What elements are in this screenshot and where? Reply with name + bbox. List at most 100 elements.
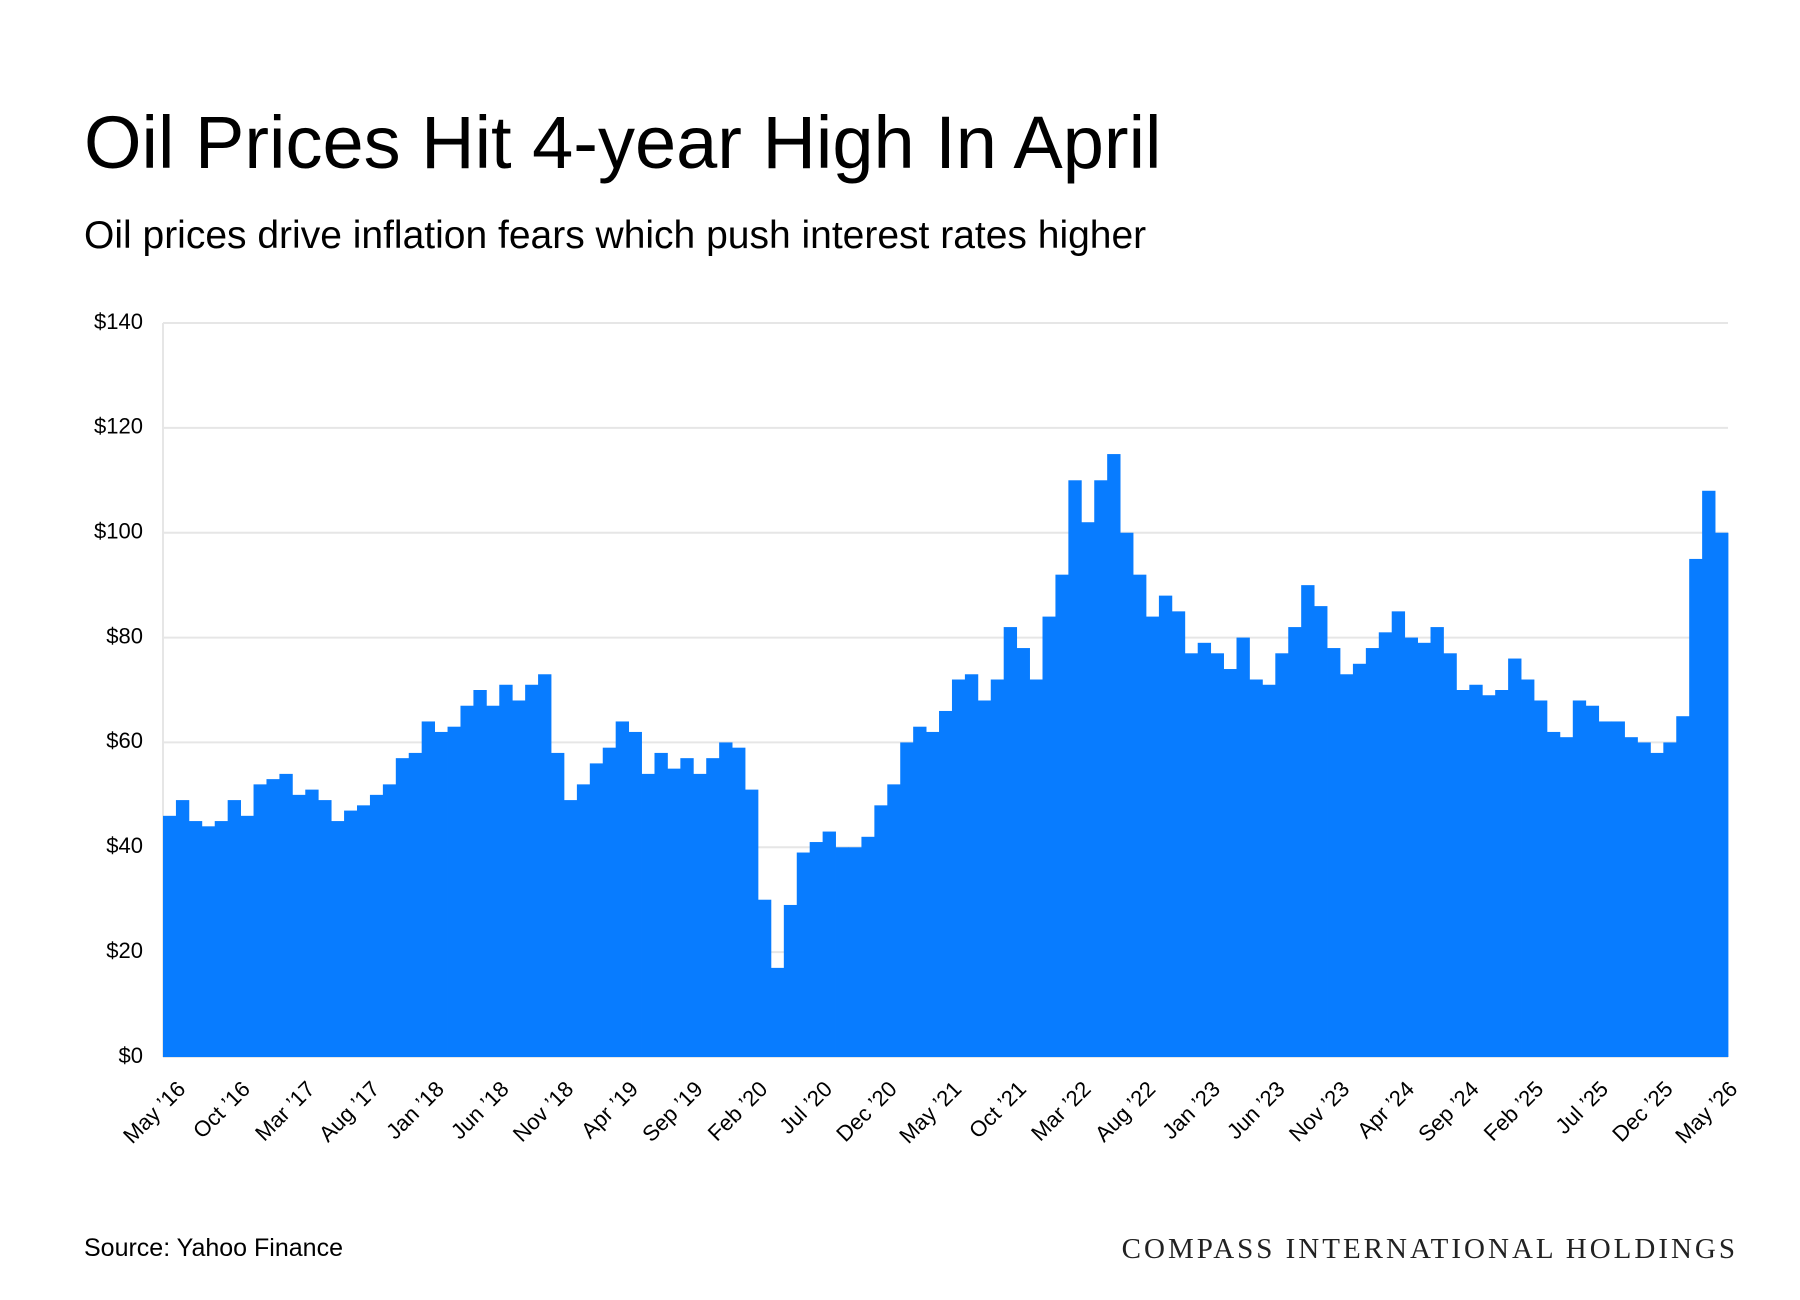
bar	[1275, 653, 1289, 1057]
x-tick-label: Sep ’19	[637, 1076, 707, 1146]
bar	[460, 705, 474, 1057]
bar	[421, 721, 436, 1057]
bar	[913, 726, 927, 1057]
x-tick-label: Aug ’17	[314, 1076, 384, 1146]
chart-subtitle: Oil prices drive inflation fears which p…	[84, 214, 1146, 257]
bar	[1417, 642, 1431, 1057]
bar	[1508, 658, 1522, 1057]
bar	[447, 726, 461, 1057]
bar	[1339, 674, 1354, 1057]
bar	[1663, 742, 1677, 1057]
bar	[1094, 480, 1108, 1057]
bar	[201, 826, 216, 1057]
x-tick-label: Oct ’21	[964, 1076, 1031, 1143]
x-tick-label: Mar ’22	[1026, 1076, 1096, 1146]
x-tick-label: Feb ’20	[703, 1076, 773, 1146]
bar	[163, 815, 177, 1057]
bar	[1404, 637, 1418, 1057]
bar	[693, 773, 707, 1057]
y-tick-label: $60	[106, 728, 143, 753]
bar	[951, 679, 966, 1057]
bar	[926, 731, 940, 1057]
bar	[589, 763, 604, 1057]
bar	[214, 821, 229, 1057]
bar	[939, 710, 953, 1057]
bar	[1469, 684, 1483, 1057]
x-tick-label: Jun ’18	[446, 1076, 514, 1144]
bar	[1533, 700, 1548, 1057]
bar	[240, 815, 254, 1057]
bar	[227, 800, 242, 1057]
bar	[576, 784, 591, 1057]
x-tick-label: Nov ’23	[1284, 1076, 1354, 1146]
bar	[1715, 532, 1729, 1057]
bar	[1572, 700, 1587, 1057]
bar	[1301, 585, 1315, 1057]
bar	[1210, 653, 1224, 1057]
bar	[318, 800, 332, 1057]
bar	[395, 758, 410, 1057]
x-tick-label: Jul ’25	[1550, 1076, 1613, 1139]
bar	[757, 899, 772, 1057]
bar	[861, 836, 875, 1057]
x-tick-label: Jan ’18	[381, 1076, 449, 1144]
bar	[1314, 606, 1328, 1057]
bar	[473, 690, 487, 1057]
bar	[1443, 653, 1457, 1057]
bar	[719, 742, 733, 1057]
bar	[680, 758, 694, 1057]
x-tick-label: Apr ’19	[576, 1076, 643, 1143]
x-tick-label: Dec ’25	[1607, 1076, 1677, 1146]
bar	[408, 752, 423, 1057]
x-tick-label: Jul ’20	[774, 1076, 837, 1139]
bar	[602, 747, 617, 1057]
bar	[964, 674, 979, 1057]
bar	[835, 847, 849, 1057]
bar	[1120, 532, 1134, 1057]
bar	[1029, 679, 1043, 1057]
bar	[1107, 454, 1121, 1058]
bar	[667, 768, 681, 1057]
bar	[1702, 490, 1716, 1057]
bar	[654, 752, 668, 1057]
bar	[434, 731, 448, 1057]
bar	[1585, 705, 1600, 1057]
x-tick-label: May ’26	[1670, 1076, 1742, 1148]
bar	[615, 721, 630, 1057]
y-tick-label: $80	[106, 623, 143, 648]
x-tick-label: Mar ’17	[250, 1076, 320, 1146]
bar	[1327, 648, 1341, 1057]
bar	[382, 784, 397, 1057]
bar	[1495, 690, 1509, 1057]
bar	[1365, 648, 1380, 1057]
bar	[641, 773, 655, 1057]
bar	[1352, 663, 1367, 1057]
y-tick-label: $140	[94, 309, 143, 334]
y-tick-label: $100	[94, 519, 143, 544]
bar	[796, 852, 811, 1057]
bar	[279, 773, 293, 1057]
bar	[628, 731, 642, 1057]
bar	[538, 674, 552, 1057]
x-tick-label: Feb ’25	[1479, 1076, 1549, 1146]
bar	[783, 904, 798, 1057]
x-tick-label: May ’21	[894, 1076, 966, 1148]
bar	[1611, 721, 1625, 1057]
bar	[253, 784, 267, 1057]
bar	[1689, 558, 1703, 1057]
bar	[822, 831, 836, 1057]
bar	[1456, 690, 1470, 1057]
bar	[1236, 637, 1250, 1057]
bar	[1145, 616, 1160, 1057]
bar	[745, 789, 759, 1057]
bar	[1430, 627, 1444, 1057]
bar	[1184, 653, 1199, 1057]
bar	[1042, 616, 1056, 1057]
bar	[1624, 737, 1638, 1057]
bar	[305, 789, 319, 1057]
bar	[1158, 595, 1173, 1057]
y-tick-label: $40	[106, 833, 143, 858]
bar	[977, 700, 992, 1057]
bar	[357, 805, 371, 1057]
